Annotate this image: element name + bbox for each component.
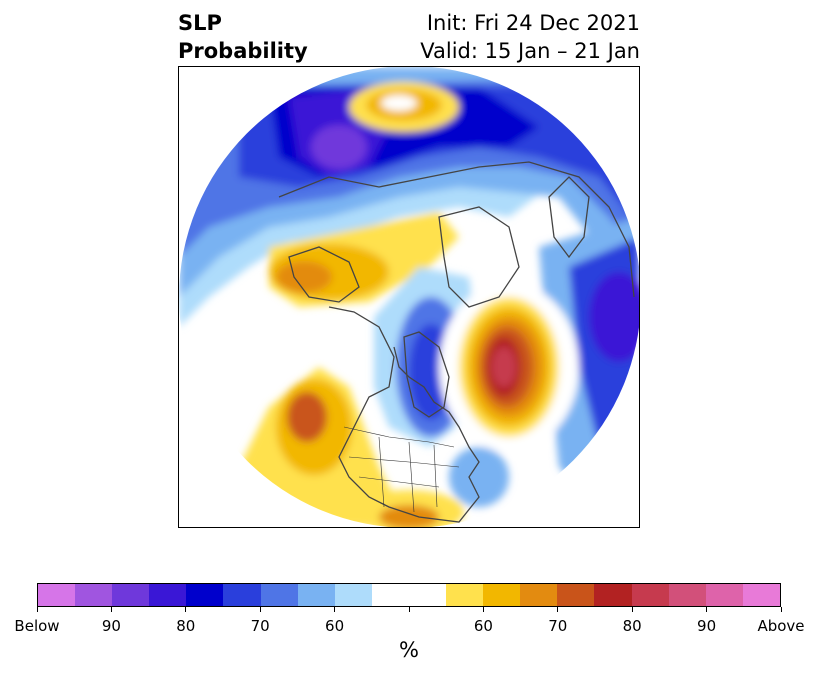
- chart-dates: Init: Fri 24 Dec 2021 Valid: 15 Jan – 21…: [420, 9, 640, 65]
- colorbar-segment: [408, 584, 447, 606]
- coastline-greenland: [438, 206, 520, 308]
- chart-title: SLP Probability: [178, 9, 308, 65]
- border-us-states: [348, 436, 460, 513]
- colorbar-tick: [780, 607, 782, 612]
- colorbar-segment: [742, 584, 780, 606]
- coastline-eurasia: [278, 161, 635, 298]
- colorbar-segment: [75, 584, 113, 606]
- title-metric: Probability: [178, 39, 308, 63]
- colorbar-tick-label: Above: [757, 617, 805, 635]
- low-prob-core-arctic: [311, 125, 367, 169]
- title-variable: SLP: [178, 11, 222, 35]
- polar-map: [178, 66, 640, 528]
- colorbar-segment: [705, 584, 743, 606]
- colorbar-segment: [631, 584, 669, 606]
- polar-map-svg: [179, 67, 639, 527]
- colorbar-segment: [446, 584, 484, 606]
- colorbar-tick: [631, 607, 633, 612]
- coastlines: [278, 161, 635, 523]
- colorbar-tick-label: 60: [473, 617, 493, 635]
- colorbar-segment: [112, 584, 150, 606]
- colorbar-segment: [260, 584, 298, 606]
- colorbar-segment: [149, 584, 187, 606]
- alaska-high-75: [276, 261, 332, 293]
- se-low-60: [449, 447, 509, 507]
- west-us-high-75: [287, 392, 327, 442]
- colorbar-tick: [557, 607, 559, 612]
- colorbar-segment: [38, 584, 76, 606]
- colorbar-tick: [408, 607, 410, 612]
- colorbar-tick-label: 90: [697, 617, 717, 635]
- colorbar-tick: [334, 607, 336, 612]
- colorbar-tick-label: 90: [101, 617, 121, 635]
- init-date: Init: Fri 24 Dec 2021: [426, 11, 640, 35]
- colorbar-segment: [557, 584, 595, 606]
- colorbar-tick-label: Below: [14, 617, 60, 635]
- colorbar-tick-label: 70: [548, 617, 568, 635]
- colorbar-tick: [482, 607, 484, 612]
- colorbar: [37, 583, 781, 607]
- coastline-hudson-bay: [403, 331, 450, 418]
- greenland-high-80: [381, 95, 417, 111]
- colorbar-segment: [371, 584, 409, 606]
- colorbar-segment: [594, 584, 632, 606]
- colorbar-unit-label: %: [399, 638, 419, 662]
- probability-field: [179, 67, 639, 527]
- colorbar-segment: [297, 584, 335, 606]
- coastline-north-america: [328, 306, 480, 523]
- colorbar-segment: [186, 584, 224, 606]
- colorbar-tick: [36, 607, 38, 612]
- colorbar-tick: [706, 607, 708, 612]
- gulf-high-70: [379, 505, 439, 527]
- atlantic-high-85: [492, 347, 516, 387]
- colorbar-tick-label: 70: [250, 617, 270, 635]
- colorbar-tick: [259, 607, 261, 612]
- political-borders: [343, 426, 460, 513]
- colorbar-segment: [334, 584, 372, 606]
- colorbar-tick-label: 60: [325, 617, 345, 635]
- colorbar-tick-label: 80: [622, 617, 642, 635]
- colorbar-tick: [110, 607, 112, 612]
- colorbar-segment: [668, 584, 706, 606]
- coastline-scandinavia: [548, 176, 590, 259]
- valid-date: Valid: 15 Jan – 21 Jan: [420, 39, 640, 63]
- colorbar-tick: [185, 607, 187, 612]
- colorbar-segment: [483, 584, 521, 606]
- border-us-canada: [343, 426, 455, 448]
- colorbar-segment: [520, 584, 558, 606]
- colorbar-tick-label: 80: [176, 617, 196, 635]
- coastline-alaska: [288, 246, 360, 303]
- colorbar-segment: [223, 584, 261, 606]
